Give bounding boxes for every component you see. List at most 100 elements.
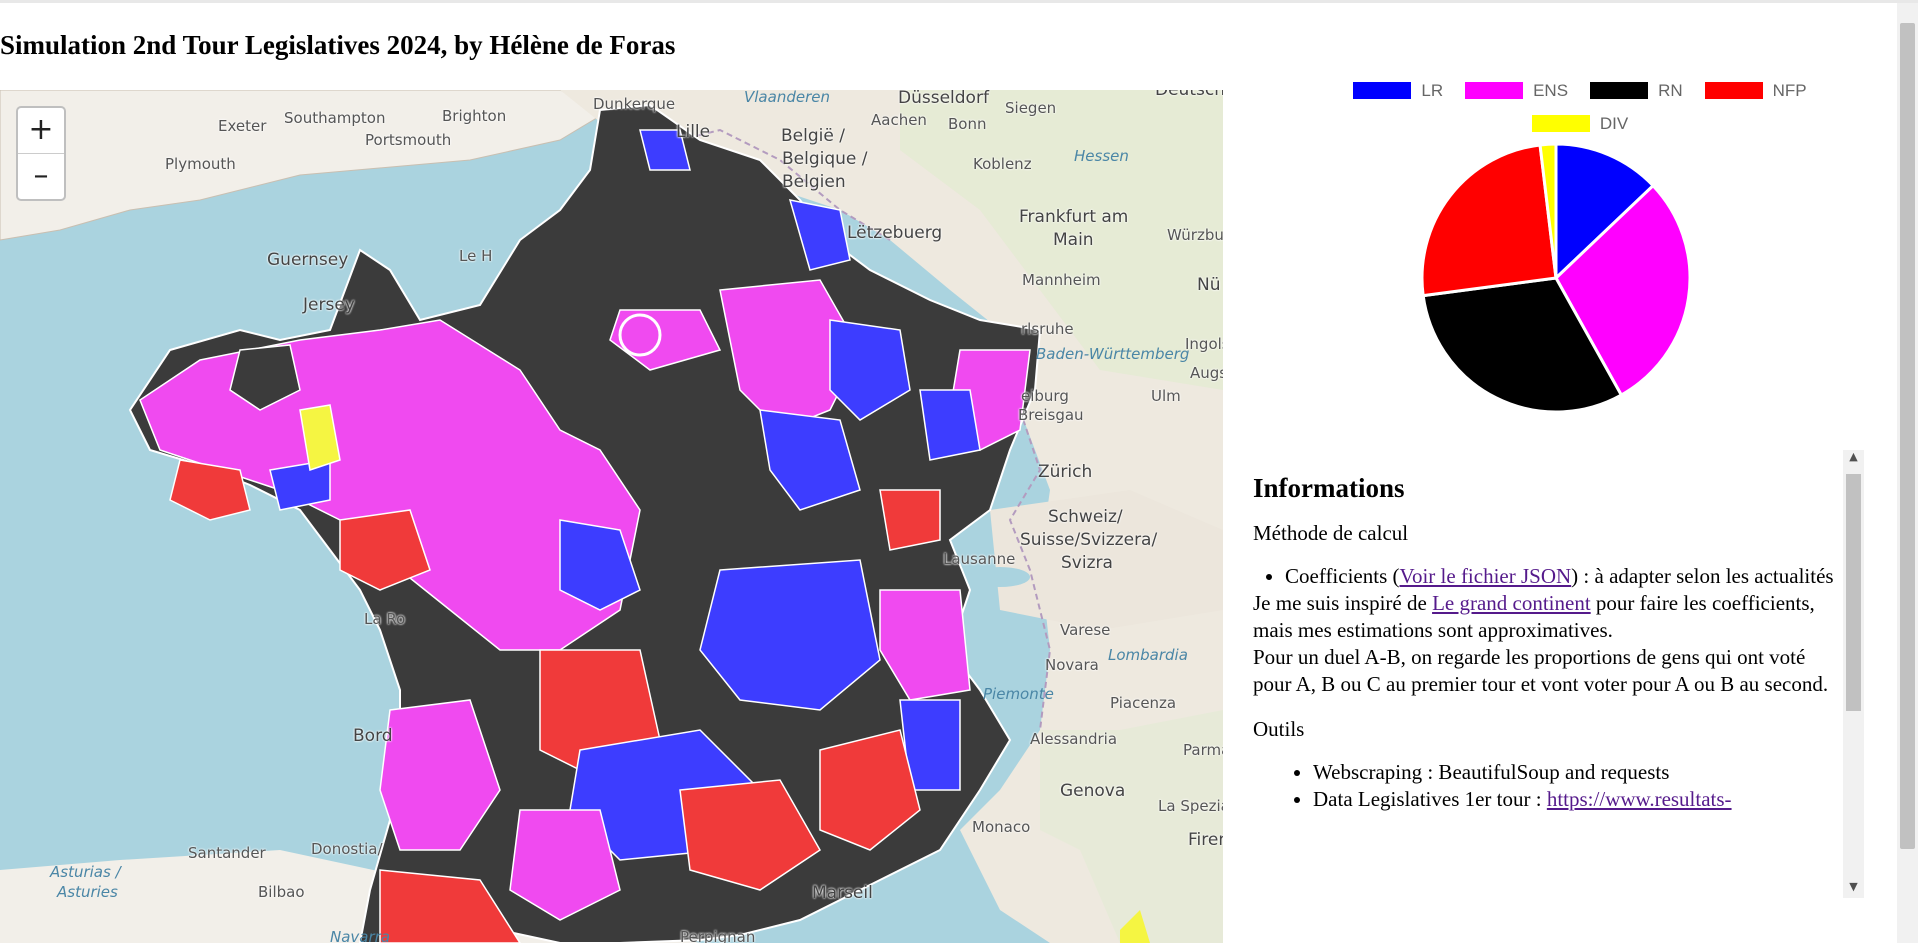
legend-item-rn[interactable]: RN [1590, 81, 1683, 101]
map-label-badenw: Baden-Württemberg [1036, 345, 1190, 363]
scroll-down-arrow-icon[interactable]: ▼ [1849, 880, 1858, 893]
tools-list: Webscraping : BeautifulSoup and requests… [1253, 759, 1843, 813]
resultats-link[interactable]: https://www.resultats- [1546, 787, 1732, 811]
map-label-lehavre: Le H [459, 247, 493, 265]
map-label-alessandria: Alessandria [1030, 730, 1118, 748]
map-label-lausanne: Lausanne [943, 550, 1016, 568]
region-lr-alsace [919, 389, 981, 461]
pie-slice-lr[interactable] [1554, 142, 1656, 282]
map-view[interactable]: Vlaanderen Düsseldorf Deutsch Exeter Sou… [0, 90, 1223, 943]
legend-item-lr[interactable]: LR [1353, 81, 1443, 101]
region-nfp-rhone [819, 729, 921, 851]
inspiration-text: Je me suis inspiré de Le grand continent… [1253, 590, 1843, 644]
zoom-control: + – [16, 106, 66, 201]
region-ens-aquitaine [379, 699, 501, 851]
map-label-frankfurt2: Main [1053, 230, 1094, 250]
legend-swatch [1590, 82, 1649, 99]
map-label-ulm: Ulm [1151, 387, 1181, 405]
legend-row: LR ENS RN NFP [1320, 74, 1840, 107]
coef-prefix: Coefficients ( [1285, 564, 1400, 588]
map-label-asturias2: Asturies [57, 883, 118, 901]
paris-cluster [618, 313, 662, 357]
map-label-schweiz2: Suisse/Svizzera/ [1020, 530, 1158, 550]
map-label-larochelle: La Ro [364, 610, 406, 628]
map-label-letzebuerg: Lëtzebuerg [847, 223, 943, 243]
map-label-bonn: Bonn [948, 115, 987, 133]
map-label-schweiz1: Schweiz/ [1048, 507, 1123, 527]
legend-swatch [1465, 82, 1524, 99]
grand-continent-link[interactable]: Le grand continent [1432, 591, 1591, 615]
map-label-belgie: België / [781, 126, 845, 146]
map-label-hessen: Hessen [1074, 147, 1129, 165]
map-label-dusseldorf: Düsseldorf [898, 90, 989, 108]
pie-slice-ens[interactable] [1554, 183, 1692, 398]
region-nfp-landes [379, 869, 521, 943]
region-div-brittany [299, 404, 341, 471]
lake-geneva [970, 567, 1030, 587]
map-label-zurich: Zürich [1038, 462, 1093, 482]
map-label-vlaanderen: Vlaanderen [744, 90, 830, 106]
zoom-out-button[interactable]: – [18, 153, 64, 199]
region-lr-ardennes [788, 199, 851, 271]
map-label-plymouth: Plymouth [165, 155, 236, 173]
switzerland-area [990, 490, 1223, 630]
region-lr-north [639, 129, 691, 171]
map-label-siegen: Siegen [1005, 99, 1057, 117]
border-line-east [1008, 409, 1052, 731]
info-scrollbar[interactable]: ▲ ▼ [1843, 450, 1864, 898]
map-label-augsburg: Augs [1190, 364, 1223, 382]
zoom-in-button[interactable]: + [28, 112, 54, 147]
tools-title: Outils [1253, 717, 1305, 741]
pie-slice-nfp[interactable] [1420, 143, 1558, 298]
legend-row: DIV [1320, 107, 1840, 140]
pie-slice-rn[interactable] [1421, 276, 1624, 414]
map-label-guernsey: Guernsey [267, 250, 349, 270]
map-label-monaco: Monaco [972, 818, 1031, 836]
region-nfp-south [679, 779, 821, 891]
region-ens-alps [879, 589, 971, 701]
info-panel[interactable]: Informations Méthode de calcul Coefficie… [1253, 450, 1843, 898]
page-scrollbar[interactable] [1897, 3, 1918, 943]
inspired-prefix: Je me suis inspiré de [1253, 591, 1433, 615]
map-label-donostia: Donostia/ [311, 840, 383, 858]
json-file-link[interactable]: Voir le fichier JSON [1399, 564, 1572, 588]
region-rn-west [229, 344, 301, 411]
region-nfp-brittany [169, 459, 251, 521]
map-label-bordeaux: Bord [353, 726, 393, 746]
legend-swatch [1353, 82, 1412, 99]
map-label-piacenza: Piacenza [1110, 694, 1177, 712]
tool-webscraping: Webscraping : BeautifulSoup and requests [1313, 759, 1843, 786]
legend-item-div[interactable]: DIV [1531, 114, 1628, 134]
map-label-freiburg1: eiburg [1021, 387, 1069, 405]
info-scroll-thumb[interactable] [1846, 474, 1861, 711]
map-label-perpignan: Perpignan [680, 928, 756, 943]
map-label-wurzburg: Würzburg [1167, 226, 1223, 244]
pie-slice-div[interactable] [1538, 142, 1558, 279]
map-label-portsmouth: Portsmouth [365, 131, 452, 149]
map-label-jersey: Jersey [303, 295, 355, 315]
scroll-up-arrow-icon[interactable]: ▲ [1849, 450, 1858, 463]
tool-data: Data Legislatives 1er tour : https://www… [1313, 786, 1843, 813]
duel-text: Pour un duel A-B, on regarde les proport… [1253, 645, 1829, 696]
italy-land [1040, 710, 1223, 943]
region-lr-east [829, 319, 911, 421]
inspired-suffix: pour faire les coefficients, mais mes es… [1253, 591, 1815, 642]
map-label-karlsruhe: rlsruhe [1021, 320, 1074, 338]
map-label-marseille: Marseil [812, 883, 873, 903]
region-nfp-jura [879, 489, 941, 551]
tool-data-prefix: Data Legislatives 1er tour : [1313, 787, 1547, 811]
legend-item-ens[interactable]: ENS [1465, 81, 1568, 101]
window-top-border [0, 0, 1918, 3]
map-base-layer [0, 90, 1223, 943]
legend-item-nfp[interactable]: NFP [1704, 81, 1807, 101]
page-title: Simulation 2nd Tour Legislatives 2024, b… [0, 30, 676, 60]
map-label-deutschland: Deutsch [1155, 90, 1223, 100]
coef-suffix: ) : à adapter selon les actualités [1571, 564, 1834, 588]
map-label-laspezia: La Spezia [1158, 797, 1223, 815]
map-label-parma: Parma [1183, 741, 1223, 759]
map-label-exeter: Exeter [218, 117, 267, 135]
map-label-schweiz3: Svizra [1061, 553, 1113, 573]
method-title: Méthode de calcul [1253, 521, 1409, 545]
page-scroll-thumb[interactable] [1900, 23, 1915, 849]
map-label-asturias1: Asturias / [50, 863, 121, 881]
